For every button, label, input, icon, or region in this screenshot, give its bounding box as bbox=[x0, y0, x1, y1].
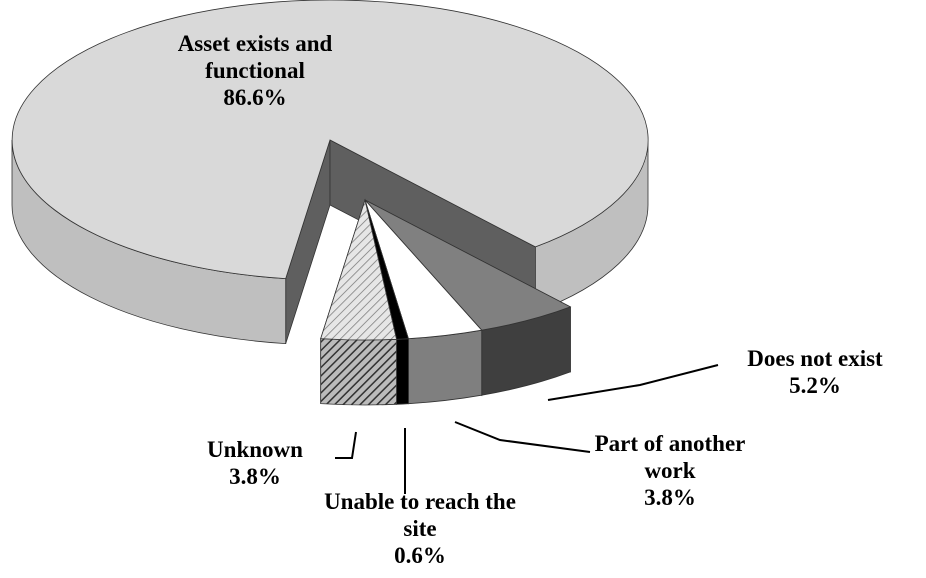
slice-label: Asset exists and functional 86.6% bbox=[160, 30, 350, 111]
slice-side bbox=[408, 329, 483, 405]
slice-value: 0.6% bbox=[394, 543, 446, 568]
leader-line bbox=[454, 421, 591, 453]
slice-value: 5.2% bbox=[789, 373, 841, 398]
pie-slice bbox=[320, 198, 397, 341]
slice-name: Unable to reach the site bbox=[324, 489, 516, 541]
slice-side bbox=[320, 338, 397, 406]
slice-value: 3.8% bbox=[229, 464, 281, 489]
slice-name: Part of another work bbox=[594, 431, 746, 483]
slice-label: Unknown 3.8% bbox=[190, 436, 320, 490]
slice-name: Asset exists and functional bbox=[177, 31, 333, 83]
slice-side bbox=[396, 338, 409, 405]
slice-label: Part of another work 3.8% bbox=[575, 430, 765, 511]
leader-line bbox=[335, 431, 357, 459]
slice-name: Unknown bbox=[207, 437, 303, 462]
slice-label: Does not exist 5.2% bbox=[710, 345, 920, 399]
slice-name: Does not exist bbox=[747, 346, 883, 371]
slice-value: 3.8% bbox=[644, 485, 696, 510]
slice-value: 86.6% bbox=[223, 85, 287, 110]
pie-slice bbox=[11, 0, 649, 280]
slice-label: Unable to reach the site 0.6% bbox=[320, 488, 520, 569]
leader-line bbox=[547, 364, 719, 401]
